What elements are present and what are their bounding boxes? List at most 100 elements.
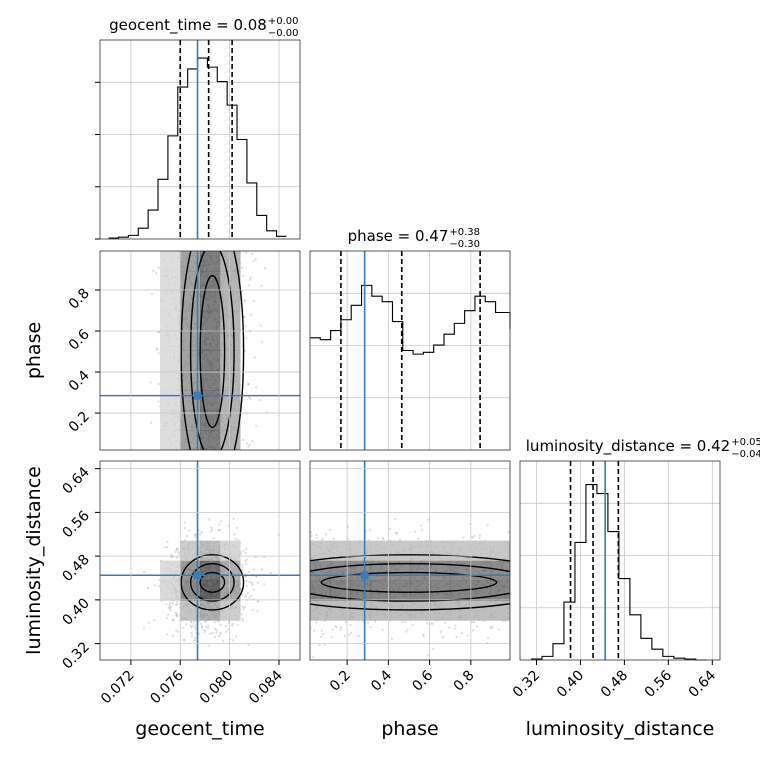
density-cell [220,600,241,621]
sample-point [340,626,343,629]
x-tick-label: 0.8 [451,668,478,695]
sample-point [156,347,159,350]
density-cell [410,580,431,601]
sample-point [198,533,202,536]
sample-point [235,635,238,638]
x-tick-label: 0.2 [327,668,354,695]
sample-point [182,638,186,641]
sample-point [245,562,248,565]
sample-point [244,325,247,328]
density-cell [180,251,201,272]
density-cell [310,600,331,621]
sample-point [348,633,351,636]
sample-point [315,621,318,624]
sample-point [215,629,218,632]
truth-marker [193,391,202,400]
density-cell [490,540,510,561]
sample-point [427,518,430,521]
sample-point [395,531,398,534]
sample-point [170,553,173,556]
sample-point [231,622,234,626]
sample-point [471,621,474,624]
sample-point [244,595,248,598]
sample-point [455,635,458,639]
density-cell [160,560,181,581]
sample-point [242,274,245,277]
title-plus: +0.00 [268,16,299,27]
sample-point [192,624,195,627]
sample-point [357,634,360,638]
sample-point [169,601,172,604]
sample-point [194,533,197,537]
sample-point [199,622,203,625]
sample-point [243,605,246,609]
density-cell [470,580,491,601]
density-cell [180,310,201,332]
sample-point [247,284,250,287]
panel-geocent_time-phase [100,251,300,450]
density-cell [160,251,181,272]
sample-point [247,382,250,386]
sample-point [248,443,251,446]
sample-point [382,538,385,541]
x-tick-label: 0.084 [246,667,286,707]
x-axis-label: luminosity_distance [526,718,715,740]
x-tick-label: 0.072 [98,668,138,708]
sample-point [157,400,160,403]
sample-point [244,560,247,563]
sample-point [211,631,214,635]
density-cell [180,430,201,450]
sample-point [256,600,259,603]
sample-point [150,421,153,425]
sample-point [255,386,258,389]
sample-point [190,626,193,629]
sample-point [486,523,489,527]
title-text: geocent_time = 0.08 [109,16,267,35]
density-cell [490,580,510,601]
sample-point [158,585,161,588]
sample-point [401,620,404,624]
sample-point [250,581,253,584]
sample-point [263,583,266,586]
sample-point [422,635,425,638]
sample-point [203,630,206,633]
sample-point [171,618,174,621]
contour-86% [310,562,510,602]
density-cell [200,350,221,371]
density-cell [330,580,351,601]
sample-point [369,626,372,629]
sample-point [234,537,237,541]
sample-point [221,639,225,642]
panel-phase-luminosity_distance [310,461,510,660]
panel-frame-1-1 [309,250,511,451]
sample-point [182,626,185,629]
sample-point [310,531,312,534]
density-cell [450,540,471,561]
sample-point [320,635,323,639]
sample-point [315,533,318,537]
sample-point [388,527,392,530]
sample-point [219,631,222,635]
density-cell [220,580,241,601]
sample-point [157,266,160,269]
sample-point [252,259,255,262]
truth-marker [360,571,369,580]
grid-1-0 [100,251,300,450]
sample-point [245,579,248,583]
sample-point [219,623,222,626]
y-tick-label: 0.32 [59,639,92,672]
density-cell [200,430,221,450]
sample-point [204,629,207,632]
sample-point [213,621,216,624]
density-cell [200,290,221,312]
sample-point [249,278,252,281]
density-cell [220,270,241,292]
sample-point [219,632,223,636]
sample-point [261,340,264,344]
x-tick-label: 0.48 [598,668,631,701]
sample-point [404,620,407,623]
density-cell [390,540,411,561]
sample-point [193,639,196,642]
sample-point [331,628,334,631]
sample-point [176,548,179,551]
